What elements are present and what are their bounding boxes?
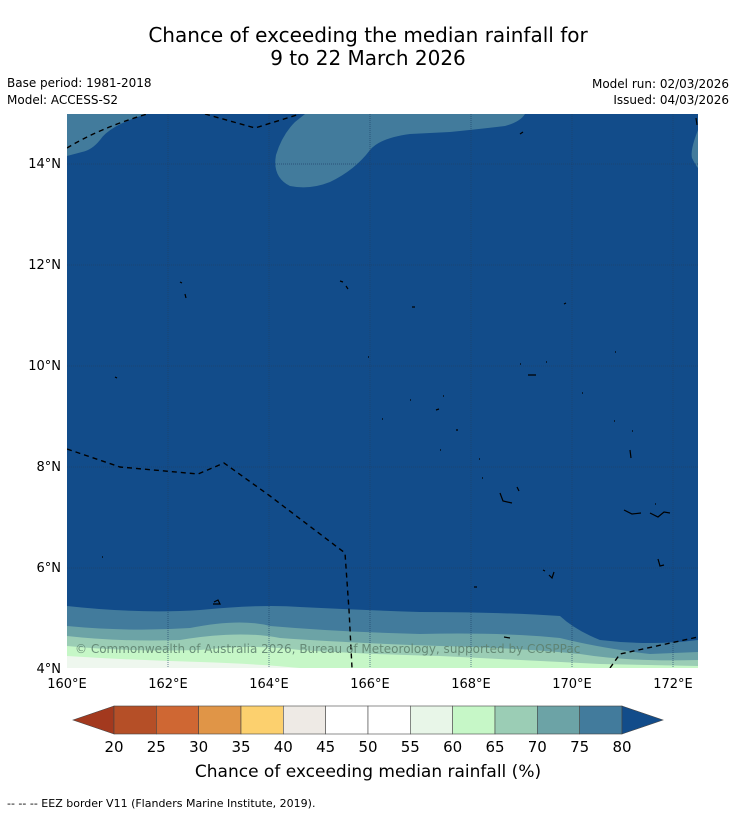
colorbar-low-arrow	[72, 705, 115, 735]
colorbar: 20 25 30 35 40 45 50 55 60 65 70 75 80	[72, 705, 664, 756]
top-left-band	[67, 114, 147, 156]
colorbar-tick: 50	[358, 738, 377, 756]
colorbar-title: Chance of exceeding median rainfall (%)	[194, 762, 542, 782]
x-axis: 160°E 162°E 164°E 166°E 168°E 170°E 172°…	[47, 677, 693, 692]
colorbar-tick: 30	[189, 738, 208, 756]
colorbar-tick: 75	[570, 738, 589, 756]
issued-label: Issued: 04/03/2026	[613, 93, 729, 107]
colorbar-tick: 20	[104, 738, 123, 756]
top-center-band	[275, 114, 525, 188]
south-band-60	[67, 646, 698, 668]
right-edge-band	[691, 130, 698, 168]
colorbar-tick: 40	[274, 738, 293, 756]
model-label: Model: ACCESS-S2	[7, 93, 119, 107]
colorbar-tick: 55	[401, 738, 420, 756]
colorbar-cell	[113, 705, 157, 735]
colorbar-cells	[113, 705, 623, 735]
islands	[102, 117, 698, 639]
y-tick-label: 6°N	[37, 561, 62, 576]
colorbar-cell	[494, 705, 538, 735]
eez-border	[67, 114, 698, 668]
colorbar-cell	[367, 705, 411, 735]
colorbar-cell	[537, 705, 580, 735]
model-run-label: Model run: 02/03/2026	[591, 77, 729, 91]
x-tick-label: 164°E	[249, 677, 289, 692]
chart-title-line1: Chance of exceeding the median rainfall …	[148, 23, 588, 47]
x-tick-label: 172°E	[653, 677, 693, 692]
colorbar-tick: 70	[528, 738, 547, 756]
y-axis: 14°N 12°N 10°N 8°N 6°N 4°N	[28, 157, 61, 677]
colorbar-tick: 45	[316, 738, 335, 756]
y-tick-label: 14°N	[28, 157, 61, 172]
y-tick-label: 10°N	[28, 359, 61, 374]
y-tick-label: 8°N	[37, 460, 62, 475]
colorbar-cell	[283, 705, 326, 735]
colorbar-cell	[579, 705, 623, 735]
x-tick-label: 166°E	[350, 677, 390, 692]
map-plot-area: © Commonwealth of Australia 2026, Bureau…	[67, 114, 698, 668]
colorbar-tick: 65	[485, 738, 504, 756]
colorbar-tick: 25	[147, 738, 166, 756]
colorbar-cell	[410, 705, 453, 735]
colorbar-tick: 35	[231, 738, 250, 756]
south-band-55	[67, 656, 300, 668]
y-tick-label: 4°N	[37, 662, 62, 677]
map-background	[67, 114, 698, 668]
colorbar-cell	[325, 705, 369, 735]
x-tick-label: 170°E	[552, 677, 592, 692]
x-tick-label: 168°E	[451, 677, 491, 692]
colorbar-tick: 80	[612, 738, 631, 756]
copyright-watermark: © Commonwealth of Australia 2026, Bureau…	[75, 642, 580, 656]
colorbar-cell	[156, 705, 199, 735]
colorbar-tick: 60	[443, 738, 462, 756]
x-tick-label: 162°E	[148, 677, 188, 692]
colorbar-tick-labels: 20 25 30 35 40 45 50 55 60 65 70 75 80	[104, 738, 631, 756]
x-tick-label: 160°E	[47, 677, 87, 692]
base-period-label: Base period: 1981-2018	[7, 76, 152, 90]
chart-title-line2: 9 to 22 March 2026	[270, 46, 466, 70]
eez-legend-note: -- -- -- EEZ border V11 (Flanders Marine…	[7, 797, 316, 810]
y-tick-label: 12°N	[28, 258, 61, 273]
colorbar-cell	[452, 705, 496, 735]
graticule	[67, 114, 698, 668]
colorbar-cell	[240, 705, 284, 735]
colorbar-cell	[198, 705, 242, 735]
colorbar-high-arrow	[621, 705, 664, 735]
